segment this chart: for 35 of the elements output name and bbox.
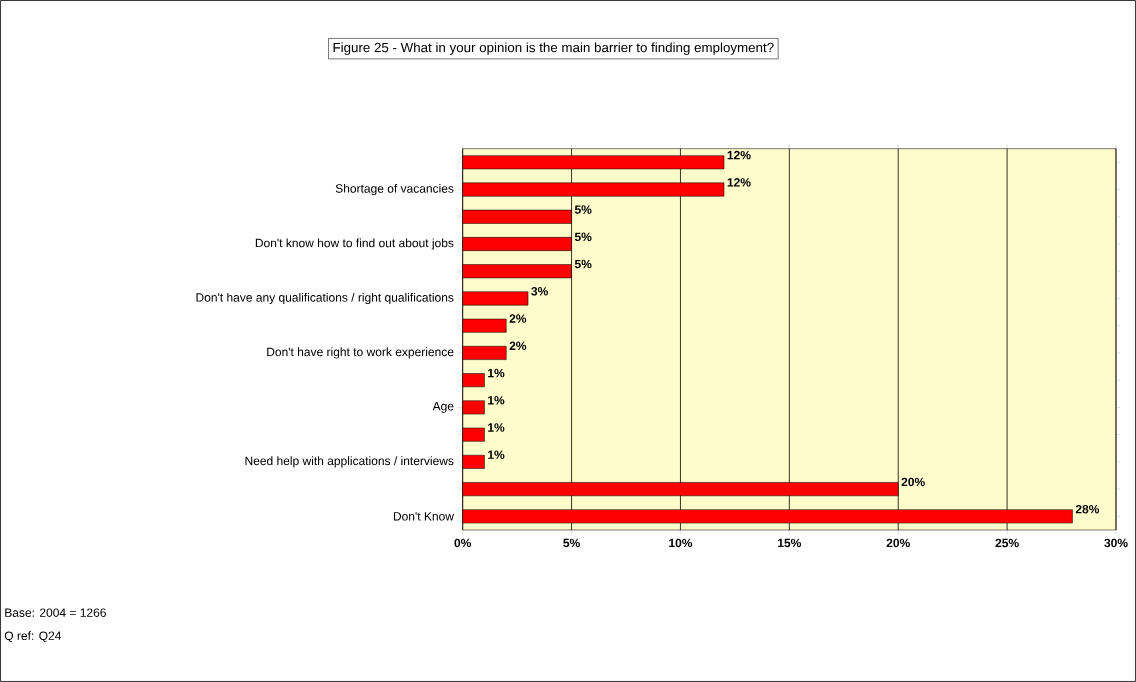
y-tick-label: Don't Know <box>393 512 454 521</box>
bar <box>462 509 1073 524</box>
data-label: 1% <box>488 423 505 432</box>
data-label: 5% <box>574 259 592 269</box>
data-label: 20% <box>901 477 925 487</box>
x-tick-label: 5% <box>563 538 580 548</box>
x-tick-label: 25% <box>995 538 1019 548</box>
data-label: 3% <box>531 287 548 296</box>
y-tick-label: Don't have any qualifications / right qualifications <box>196 292 454 305</box>
y-tick-label: Age <box>432 402 454 413</box>
text: Q ref: Q24 <box>4 631 62 643</box>
data-label: 2% <box>509 341 527 350</box>
bar <box>462 182 725 197</box>
data-label: 5% <box>574 232 592 242</box>
x-tick-label: 30% <box>1104 538 1128 548</box>
data-label: 1% <box>488 368 505 378</box>
text: Base: 2004 = 1266 <box>5 608 106 617</box>
bar <box>462 155 725 170</box>
y-tick-label: Shortage of vacancies <box>335 183 454 196</box>
x-tick-label: 0% <box>454 538 472 548</box>
x-tick-label: 20% <box>886 538 910 548</box>
data-label: 5% <box>574 205 592 214</box>
data-label: 1% <box>488 396 505 405</box>
x-tick-label: 10% <box>669 538 693 548</box>
bar <box>462 482 899 497</box>
data-label: 12% <box>727 178 751 187</box>
data-label: 1% <box>488 450 505 459</box>
data-label: 12% <box>727 150 751 160</box>
y-tick-label: Don't have right to work experience <box>267 347 454 359</box>
data-label: 28% <box>1075 504 1100 514</box>
data-label: 2% <box>509 314 527 323</box>
y-tick-label: Need help with applications / interviews <box>245 456 454 468</box>
y-tick-label: Don't know how to find out about jobs <box>255 238 454 250</box>
x-tick-label: 15% <box>778 538 802 548</box>
chart-title: Figure 25 - What in your opinion is the main barrier to finding employment? <box>333 42 774 55</box>
